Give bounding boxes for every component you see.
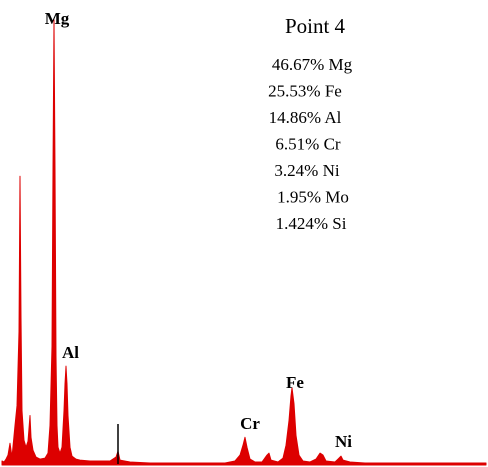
composition-line: 14.86% Al [269, 108, 342, 127]
chart-title: Point 4 [285, 14, 346, 38]
composition-line: 25.53% Fe [268, 82, 342, 101]
peak-label-fe: Fe [286, 373, 304, 392]
composition-line: 3.24% Ni [274, 161, 339, 180]
peak-label-mg: Mg [45, 9, 70, 28]
peak-label-layer: Mg Al Cr Fe Ni [45, 9, 353, 451]
composition-line: 6.51% Cr [275, 135, 341, 154]
composition-line: 46.67% Mg [272, 55, 353, 74]
composition-list: 46.67% Mg 25.53% Fe 14.86% Al 6.51% Cr 3.24%… [268, 55, 352, 233]
peak-label-al: Al [62, 343, 79, 362]
composition-line: 1.424% Si [276, 214, 347, 233]
composition-line: 1.95% Mo [277, 188, 349, 207]
peak-label-ni: Ni [335, 432, 352, 451]
peak-label-cr: Cr [240, 414, 260, 433]
